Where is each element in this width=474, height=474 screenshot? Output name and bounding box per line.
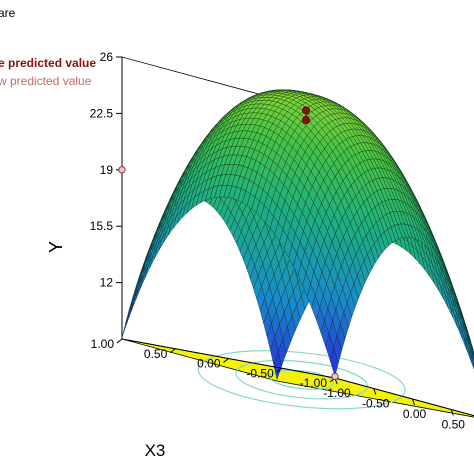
y-tick bbox=[276, 367, 283, 373]
x-tick-label: 0.50 bbox=[442, 418, 466, 432]
z-axis-label: Y bbox=[46, 241, 66, 253]
y-tick-label: -1.00 bbox=[300, 376, 328, 390]
x-tick bbox=[412, 398, 415, 406]
y-tick bbox=[223, 358, 229, 363]
design-point bbox=[118, 166, 126, 174]
x-tick-label: -1.00 bbox=[323, 386, 351, 400]
y-tick-label: 0.00 bbox=[197, 357, 221, 371]
response-surface bbox=[121, 89, 474, 381]
x-axis: -1.00 -0.50 0.00 0.50 bbox=[323, 377, 466, 432]
z-tick-label: 22.5 bbox=[90, 106, 114, 120]
legend-above-predicted: e predicted value bbox=[0, 56, 97, 70]
y-tick-label: 0.50 bbox=[144, 347, 168, 361]
box-edge-back bbox=[121, 56, 278, 100]
y-tick bbox=[116, 338, 123, 344]
surface-patch bbox=[126, 298, 135, 325]
z-tick-label: 12 bbox=[100, 276, 114, 290]
x-tick-label: 0.00 bbox=[403, 407, 427, 421]
design-point bbox=[301, 116, 310, 125]
legend-title: are bbox=[0, 6, 16, 20]
x-tick bbox=[450, 409, 454, 416]
z-tick-label: 26 bbox=[100, 50, 114, 64]
z-axis: 26 22.5 19 15.5 12 bbox=[90, 50, 122, 290]
floor-contour bbox=[269, 369, 335, 390]
surface-patch bbox=[330, 347, 339, 378]
legend-below-predicted: w predicted value bbox=[0, 74, 92, 88]
y-axis: 1.00 0.50 0.00 -0.50 -1.00 bbox=[91, 337, 336, 390]
y-axis-label: X3 bbox=[145, 441, 166, 460]
x-tick bbox=[373, 388, 377, 395]
y-tick-label: -0.50 bbox=[246, 366, 274, 380]
z-tick-label: 15.5 bbox=[90, 219, 114, 233]
y-tick bbox=[169, 348, 176, 354]
y-tick-label: 1.00 bbox=[91, 337, 115, 351]
floor-contour bbox=[197, 350, 406, 410]
design-points bbox=[118, 106, 339, 380]
x-tick-label: -0.50 bbox=[362, 397, 390, 411]
design-point bbox=[331, 372, 339, 380]
z-tick-label: 19 bbox=[100, 163, 114, 177]
